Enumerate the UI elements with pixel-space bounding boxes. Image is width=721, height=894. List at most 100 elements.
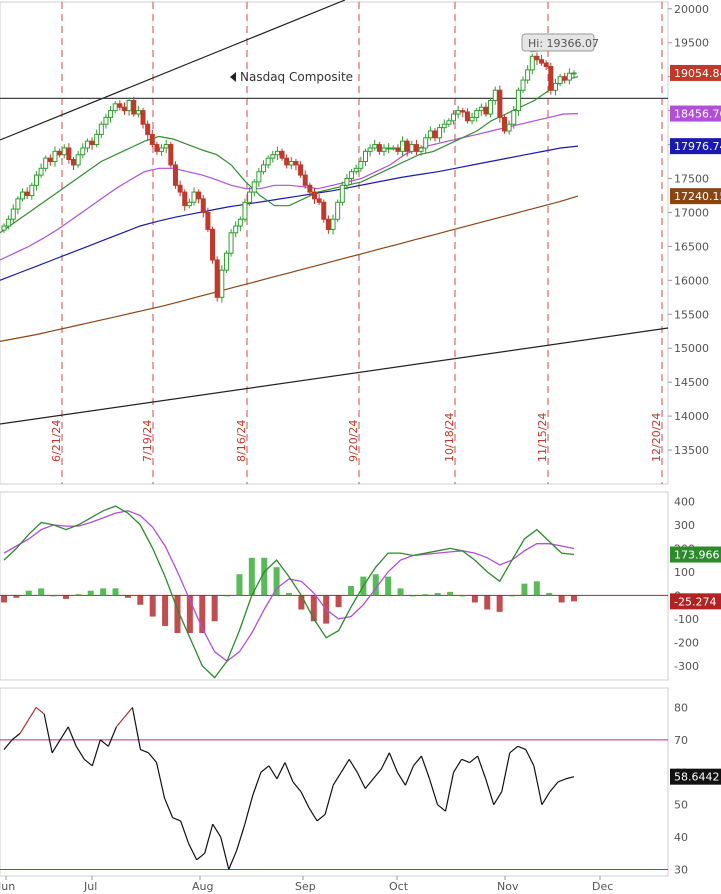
- candle-body: [219, 269, 225, 298]
- candle-body: [339, 184, 345, 203]
- candle-body: [321, 201, 327, 220]
- macd-histogram-bar: [447, 591, 454, 596]
- candle-body: [131, 99, 137, 115]
- price-y-tick-label: 16000: [674, 274, 709, 287]
- candle-body: [80, 147, 86, 156]
- candle-body: [149, 133, 155, 146]
- macd-histogram-bar: [335, 595, 342, 608]
- candle-body: [497, 89, 503, 118]
- candle-body: [288, 161, 294, 166]
- candle-body: [223, 252, 229, 271]
- candle-body: [237, 218, 243, 227]
- price-y-tick-label: 13500: [674, 444, 709, 457]
- macd-plot-frame: [0, 491, 669, 681]
- macd-histogram-bar: [571, 595, 577, 602]
- rsi-line-segment: [35, 706, 45, 715]
- rsi-line-segment: [517, 745, 527, 751]
- candle-body: [126, 99, 132, 112]
- rsi-line-segment: [356, 772, 366, 789]
- candle-body: [191, 191, 197, 203]
- macd-histogram-bar: [211, 595, 218, 622]
- rsi-line-segment: [444, 772, 455, 812]
- macd-histogram-bar: [87, 590, 94, 596]
- histogram-badge-label: -25.274: [674, 595, 716, 608]
- rsi-line-segment: [204, 823, 214, 854]
- x-tick-label: Dec: [592, 880, 613, 893]
- candle-body: [10, 208, 16, 220]
- macd-histogram-bar: [546, 593, 553, 596]
- candle-body: [89, 140, 95, 146]
- macd-histogram-bar: [409, 595, 416, 597]
- price-y-tick-label: 20000: [674, 3, 709, 16]
- candle-body: [520, 79, 526, 91]
- candle-body: [159, 147, 165, 152]
- candle-body: [20, 191, 26, 200]
- macd-histogram-bar: [509, 595, 516, 597]
- candle-body: [302, 174, 308, 186]
- candle-body: [145, 123, 151, 135]
- candle-body: [562, 76, 568, 81]
- rsi-line-segment: [164, 797, 174, 818]
- candle-body: [488, 99, 494, 115]
- candle-body: [511, 110, 517, 125]
- candle-body: [469, 116, 475, 122]
- candle-body: [474, 110, 480, 118]
- price-plot-frame: [0, 1, 669, 485]
- rsi-line-segment: [525, 749, 535, 767]
- rsi-y-tick-label: 40: [674, 831, 688, 844]
- rsi-line-segment: [188, 843, 198, 861]
- rsi-line-segment: [565, 776, 575, 780]
- candle-body: [112, 103, 118, 112]
- rsi-y-tick-label: 70: [674, 734, 688, 747]
- rsi-line-segment: [477, 755, 487, 779]
- candle-body: [108, 110, 114, 118]
- rsi-line-segment: [485, 778, 495, 805]
- rsi-line-segment: [453, 758, 463, 773]
- rsi-line-segment: [549, 781, 559, 793]
- candle-body: [506, 123, 512, 132]
- macd-histogram-bar: [1, 595, 7, 603]
- candle-body: [325, 218, 331, 230]
- candle-body: [492, 89, 498, 101]
- candle-body: [437, 127, 443, 139]
- rsi-line-segment: [300, 791, 310, 809]
- candle-body: [265, 157, 271, 166]
- macd-histogram-bar: [236, 574, 243, 596]
- x-axis: Jun Jul Aug Sep Oct Nov Dec: [0, 876, 613, 893]
- macd-histogram-bar: [385, 576, 392, 596]
- rsi-line-segment: [123, 707, 133, 718]
- macd-histogram-bar: [496, 595, 503, 612]
- rsi-y-tick-label: 80: [674, 701, 688, 714]
- rsi-line-segment: [180, 820, 190, 844]
- candle-body: [367, 147, 373, 152]
- rsi-line-segment: [155, 762, 166, 799]
- rsi-line-segment: [51, 739, 61, 754]
- x-tick-label: Oct: [389, 880, 409, 893]
- candle-body: [196, 191, 202, 200]
- x-tick-label: Nov: [497, 880, 519, 893]
- candle-body: [404, 140, 410, 152]
- candle-body: [15, 198, 21, 210]
- rsi-line-segment: [308, 807, 318, 822]
- candle-body: [52, 150, 58, 163]
- candle-body: [247, 191, 253, 203]
- rsi-line-segment: [260, 765, 270, 773]
- rsi-line-segment: [27, 707, 37, 721]
- rsi-line-segment: [412, 755, 422, 767]
- candle-body: [228, 232, 234, 254]
- macd-histogram-bar: [310, 595, 317, 622]
- candle-body: [154, 144, 160, 152]
- candle-body: [515, 89, 521, 112]
- macd-histogram-bar: [298, 595, 305, 610]
- ma-blue-line: [0, 145, 579, 281]
- ma-blue-badge-label: 17976.74: [674, 140, 721, 153]
- macd-histogram-bar: [521, 583, 528, 596]
- macd-histogram-bar: [471, 595, 478, 603]
- price-y-tick-label: 17000: [674, 206, 709, 219]
- price-y-tick-label: 16500: [674, 240, 709, 253]
- macd-badge-label: 173.966: [674, 549, 720, 562]
- macd-y-tick-label: 400: [674, 495, 695, 508]
- candle-body: [214, 259, 220, 298]
- last-price-badge: [670, 64, 721, 81]
